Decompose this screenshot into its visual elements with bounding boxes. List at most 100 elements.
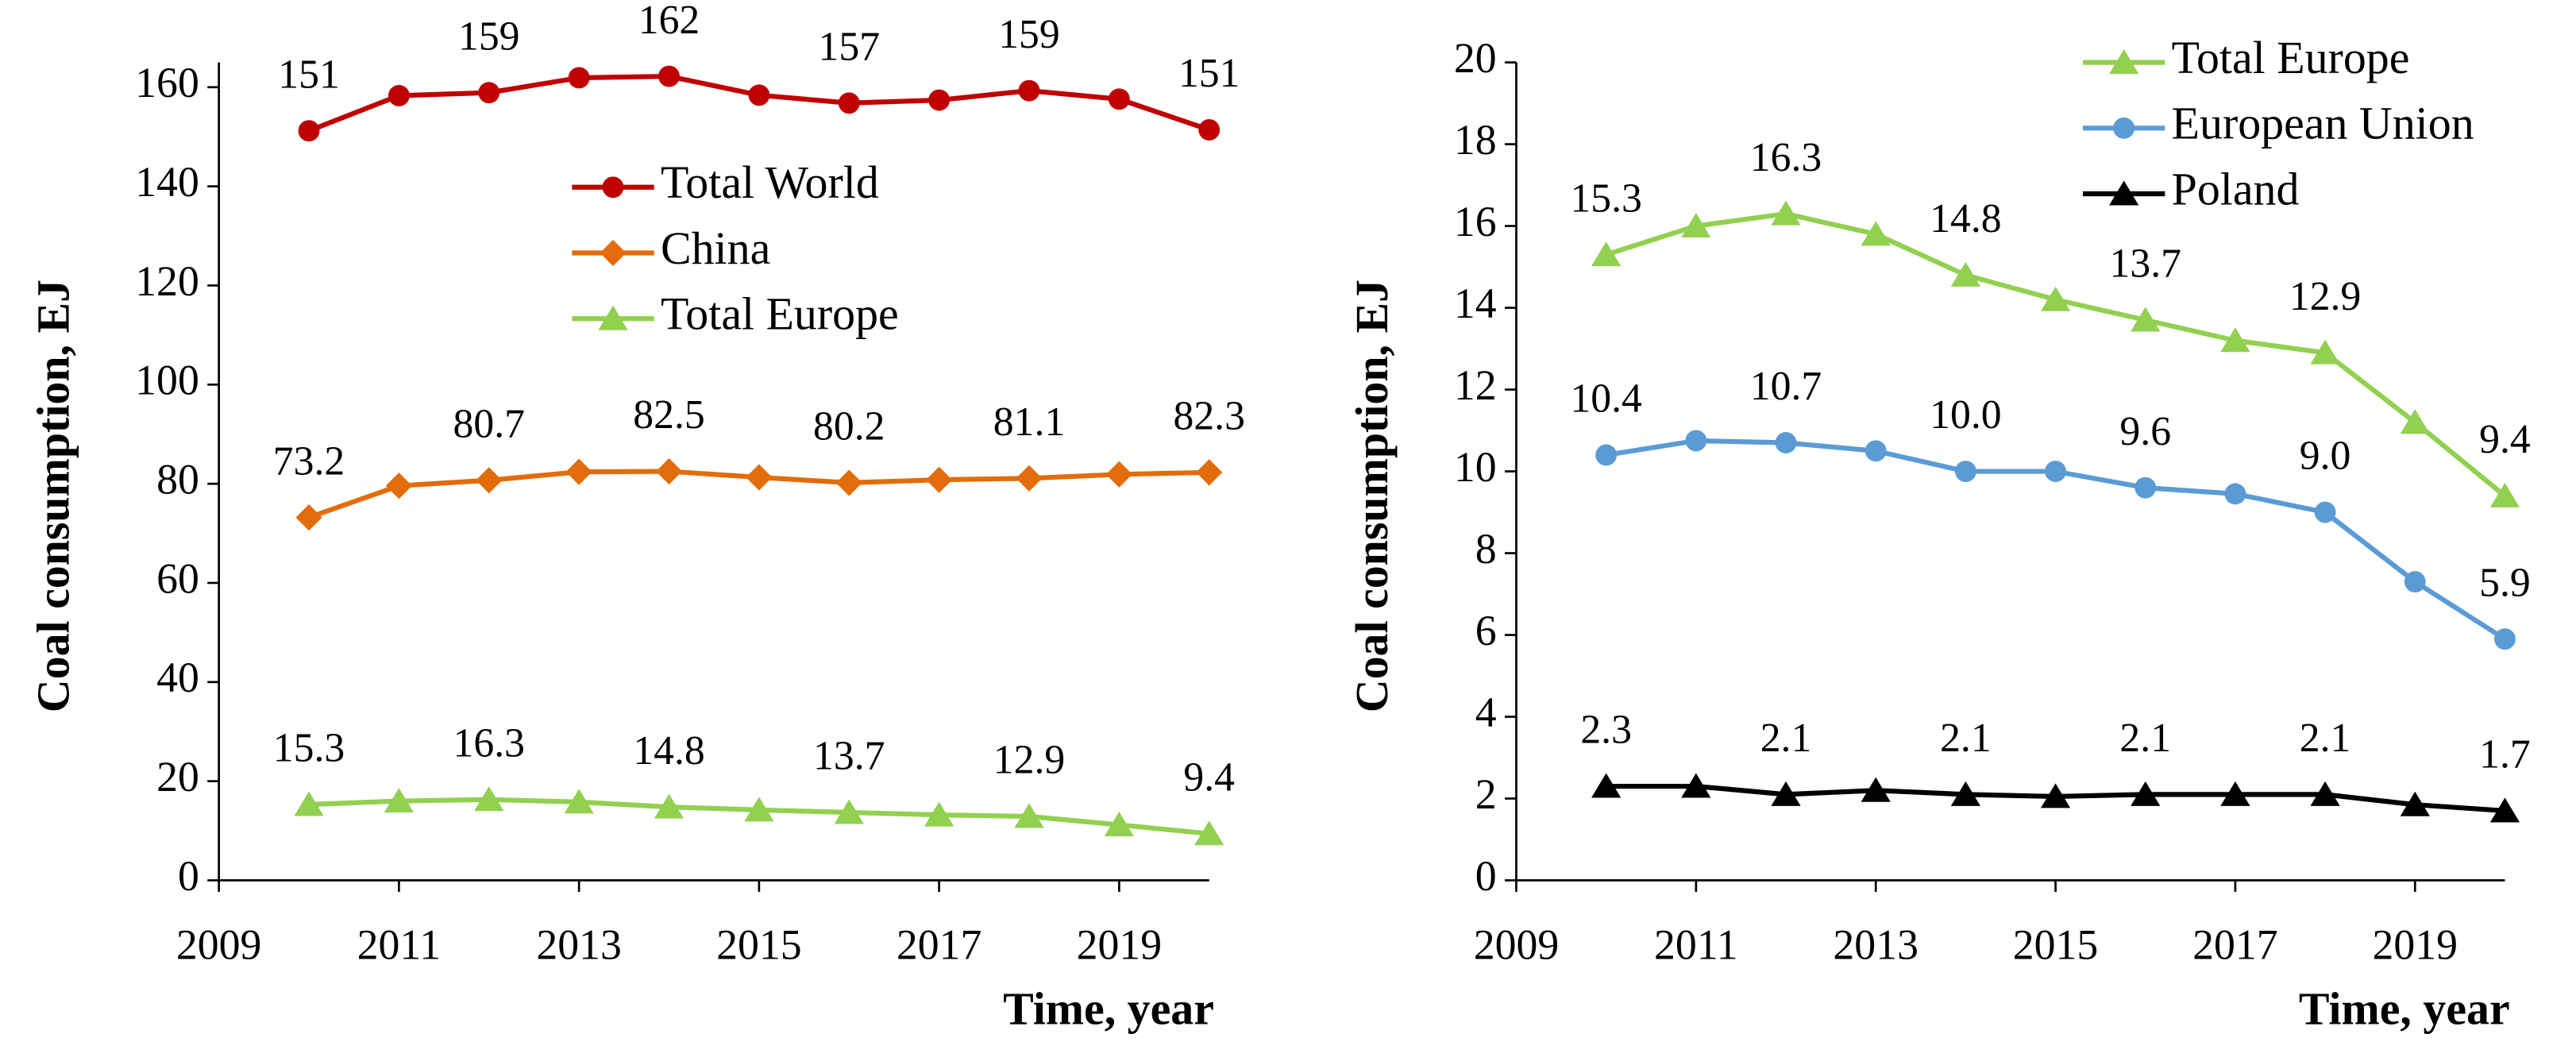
y-axis-title: Coal consumption, EJ	[27, 280, 79, 712]
marker	[834, 799, 864, 824]
marker	[564, 789, 594, 814]
data-label: 15.3	[1570, 176, 1641, 221]
marker	[384, 788, 415, 813]
legend-marker	[600, 239, 627, 267]
marker	[1681, 773, 1711, 798]
data-label: 9.4	[2479, 417, 2531, 462]
y-tick-label: 80	[156, 455, 199, 503]
legend-label: Total Europe	[2172, 32, 2410, 83]
data-label: 14.8	[633, 728, 704, 774]
marker	[746, 464, 773, 491]
marker	[926, 466, 953, 493]
marker	[1198, 119, 1221, 141]
marker	[2310, 339, 2340, 365]
legend-label: Total Europe	[661, 287, 899, 339]
data-label: 73.2	[273, 438, 345, 484]
marker	[2400, 409, 2430, 434]
marker	[2489, 797, 2520, 823]
data-label: 151	[1178, 51, 1240, 96]
marker	[1018, 79, 1040, 102]
data-label: 1.7	[2479, 732, 2531, 777]
marker	[2131, 781, 2161, 806]
y-tick-label: 20	[156, 753, 199, 801]
data-label: 2.1	[1940, 716, 1992, 761]
y-tick-label: 18	[1454, 116, 1497, 164]
marker	[1595, 444, 1618, 466]
marker	[388, 84, 410, 106]
marker	[2224, 483, 2246, 505]
marker	[1105, 461, 1132, 488]
marker	[838, 92, 860, 114]
data-label: 16.3	[453, 720, 525, 766]
data-label: 2.1	[1760, 716, 1812, 761]
y-tick-label: 0	[1475, 852, 1497, 900]
marker	[1865, 440, 1887, 462]
marker	[476, 467, 503, 494]
marker	[1591, 773, 1622, 798]
x-tick-label: 2013	[536, 921, 622, 969]
data-label: 12.9	[2289, 274, 2361, 319]
marker	[478, 82, 500, 104]
series-line	[1605, 210, 2507, 498]
x-tick-label: 2019	[2373, 921, 2458, 969]
marker	[1591, 241, 1622, 267]
marker	[2220, 781, 2250, 806]
y-tick-label: 120	[135, 257, 199, 305]
data-label: 5.9	[2479, 560, 2531, 605]
data-label: 82.5	[633, 392, 704, 438]
data-label: 13.7	[813, 734, 885, 779]
data-label: 157	[818, 24, 880, 69]
marker	[1016, 465, 1043, 492]
legend-label: Poland	[2172, 163, 2300, 214]
marker	[474, 786, 504, 812]
data-label: 82.3	[1174, 393, 1245, 438]
x-tick-label: 2011	[357, 921, 442, 969]
marker	[2134, 476, 2157, 499]
x-tick-label: 2019	[1077, 921, 1163, 969]
marker	[295, 504, 322, 531]
marker	[2400, 791, 2430, 816]
x-tick-label: 2015	[2013, 921, 2099, 969]
marker	[2220, 327, 2250, 353]
y-tick-label: 6	[1475, 607, 1497, 654]
legend-label: Total World	[661, 156, 879, 208]
marker	[1775, 432, 1797, 453]
data-label: 12.9	[993, 738, 1065, 783]
y-tick-label: 4	[1475, 689, 1497, 736]
data-label: 10.0	[1930, 392, 2001, 438]
marker	[654, 793, 684, 819]
y-tick-label: 140	[135, 158, 199, 206]
y-tick-label: 14	[1454, 280, 1497, 327]
marker	[835, 469, 862, 496]
marker	[658, 65, 680, 87]
x-tick-label: 2009	[176, 921, 262, 969]
marker	[1950, 261, 1980, 287]
marker	[1771, 200, 1801, 226]
marker	[2404, 571, 2426, 593]
y-tick-label: 0	[178, 852, 199, 900]
legend-marker	[2113, 117, 2135, 139]
marker	[655, 458, 683, 485]
marker	[928, 89, 951, 111]
marker	[1861, 777, 1891, 802]
marker	[2310, 781, 2340, 806]
marker	[2131, 307, 2161, 332]
marker	[1014, 803, 1044, 828]
data-label: 2.1	[2300, 716, 2351, 761]
marker	[2045, 461, 2067, 482]
data-label: 16.3	[1750, 135, 1822, 180]
x-tick-label: 2015	[716, 921, 802, 969]
y-tick-label: 16	[1454, 198, 1497, 245]
y-tick-label: 20	[1454, 34, 1497, 82]
marker	[1104, 812, 1134, 837]
x-axis-title: Time, year	[2299, 982, 2510, 1034]
x-axis-title: Time, year	[1003, 982, 1214, 1034]
marker	[1108, 88, 1130, 110]
marker	[1771, 781, 1801, 806]
data-label: 159	[458, 14, 520, 59]
marker	[1954, 461, 1976, 482]
data-label: 159	[998, 12, 1060, 57]
legend-label: European Union	[2172, 98, 2474, 149]
